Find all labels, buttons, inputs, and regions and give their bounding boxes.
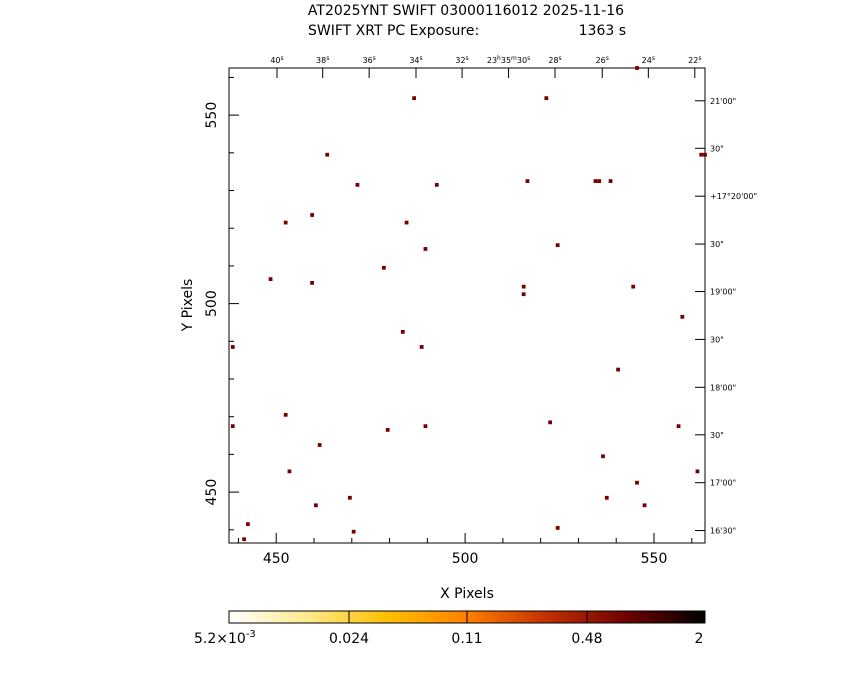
x-ticks: 450 500 550 [237, 533, 693, 567]
data-point-24 [434, 182, 439, 187]
data-point-20 [412, 96, 416, 101]
ra-tick-label-7: 26s [596, 55, 609, 65]
data-point-37 [616, 367, 620, 372]
colorbar-label-min: 5.2×10-3 [194, 629, 256, 647]
data-point-30 [555, 243, 560, 248]
data-point-27 [525, 179, 530, 183]
data-point-22 [423, 247, 428, 251]
dec-tick-label-3: 30" [710, 240, 724, 249]
ra-ticks: 40s 38s 36s 34s 32s 23h35m30s 28s 26s 24s 22s [270, 55, 701, 78]
data-point-26 [521, 292, 526, 297]
data-point-36 [608, 179, 613, 183]
data-point-12 [325, 152, 330, 157]
dec-tick-label-6: 18'00" [710, 383, 736, 392]
dec-tick-label-7: 30" [710, 431, 724, 440]
data-point-23 [423, 424, 428, 429]
data-point-13 [348, 495, 352, 500]
data-point-2 [242, 537, 246, 542]
dec-tick-label-4: 19'00" [710, 288, 736, 297]
ra-tick-label-1: 38s [316, 55, 329, 65]
chart-subtitle-exposure-label: SWIFT XRT PC Exposure: [308, 23, 479, 39]
data-points [230, 66, 707, 542]
data-point-28 [544, 96, 549, 101]
data-point-29 [548, 420, 552, 425]
data-point-25 [521, 284, 526, 289]
data-point-15 [355, 182, 360, 187]
colorbar-label-max: 2 [695, 631, 704, 647]
data-point-9 [310, 281, 314, 285]
data-point-42 [676, 424, 681, 429]
ra-tick-label-3: 34s [409, 55, 422, 65]
plot-frame [228, 67, 706, 544]
chart-subtitle-exposure-value: 1363 s [579, 23, 626, 39]
colorbar-label-048: 0.48 [571, 631, 602, 647]
dec-tick-label-2: +17°20'00" [710, 192, 757, 201]
ra-tick-label-5: 23h35m30s [487, 55, 530, 65]
chart-title: AT2025YNT SWIFT 03000116012 2025-11-16 [308, 3, 624, 19]
data-point-8 [310, 213, 314, 217]
data-point-16 [382, 265, 386, 270]
data-point-39 [635, 480, 639, 485]
data-point-46 [703, 152, 707, 157]
ra-tick-label-8: 24s [642, 55, 655, 65]
data-point-31 [555, 526, 560, 530]
dec-ticks: 21'00" 30" +17°20'00" 30" 19'00" 30" 18'00" 30"… [695, 97, 757, 536]
y-tick-label-0: 450 [204, 479, 220, 506]
data-point-40 [635, 66, 639, 70]
data-point-0 [230, 345, 235, 349]
x-tick-label-1: 500 [452, 551, 479, 567]
data-point-19 [404, 220, 409, 225]
dec-tick-label-8: 17'00" [710, 479, 736, 488]
data-point-10 [314, 503, 318, 508]
ra-tick-label-9: 22s [688, 55, 701, 65]
y-tick-label-1: 500 [204, 290, 220, 317]
dec-tick-label-0: 21'00" [710, 97, 736, 106]
colorbar-label-0024: 0.024 [329, 631, 369, 647]
colorbar-ticks [348, 611, 588, 623]
data-point-1 [230, 424, 235, 429]
data-point-17 [385, 428, 390, 432]
ra-tick-label-0: 40s [270, 55, 283, 65]
data-point-41 [642, 503, 647, 508]
data-point-33 [597, 179, 602, 183]
data-point-21 [419, 345, 424, 349]
dec-tick-label-1: 30" [710, 144, 724, 153]
data-point-11 [317, 443, 322, 447]
data-point-4 [268, 277, 273, 281]
data-point-34 [601, 454, 605, 459]
ra-tick-label-2: 36s [362, 55, 375, 65]
y-tick-label-2: 550 [204, 102, 220, 129]
data-point-7 [287, 469, 292, 474]
data-point-18 [400, 330, 405, 334]
y-ticks: 450 500 550 [204, 76, 239, 531]
data-point-3 [246, 522, 250, 527]
dec-tick-label-9: 16'30" [710, 527, 736, 536]
data-point-35 [604, 495, 609, 500]
dec-tick-label-5: 30" [710, 335, 724, 344]
x-axis-label: X Pixels [440, 586, 494, 602]
ra-tick-label-6: 28s [548, 55, 561, 65]
data-point-14 [351, 529, 356, 534]
data-point-45 [699, 152, 704, 157]
data-point-32 [593, 179, 598, 183]
data-point-43 [680, 314, 685, 319]
data-point-38 [631, 284, 636, 289]
y-axis-label: Y Pixels [180, 279, 196, 333]
x-tick-label-2: 550 [641, 551, 668, 567]
ra-tick-label-4: 32s [455, 55, 468, 65]
colorbar-label-011: 0.11 [451, 631, 482, 647]
data-point-44 [695, 469, 700, 474]
data-point-5 [283, 220, 288, 225]
data-point-6 [283, 412, 288, 417]
x-tick-label-0: 450 [263, 551, 290, 567]
